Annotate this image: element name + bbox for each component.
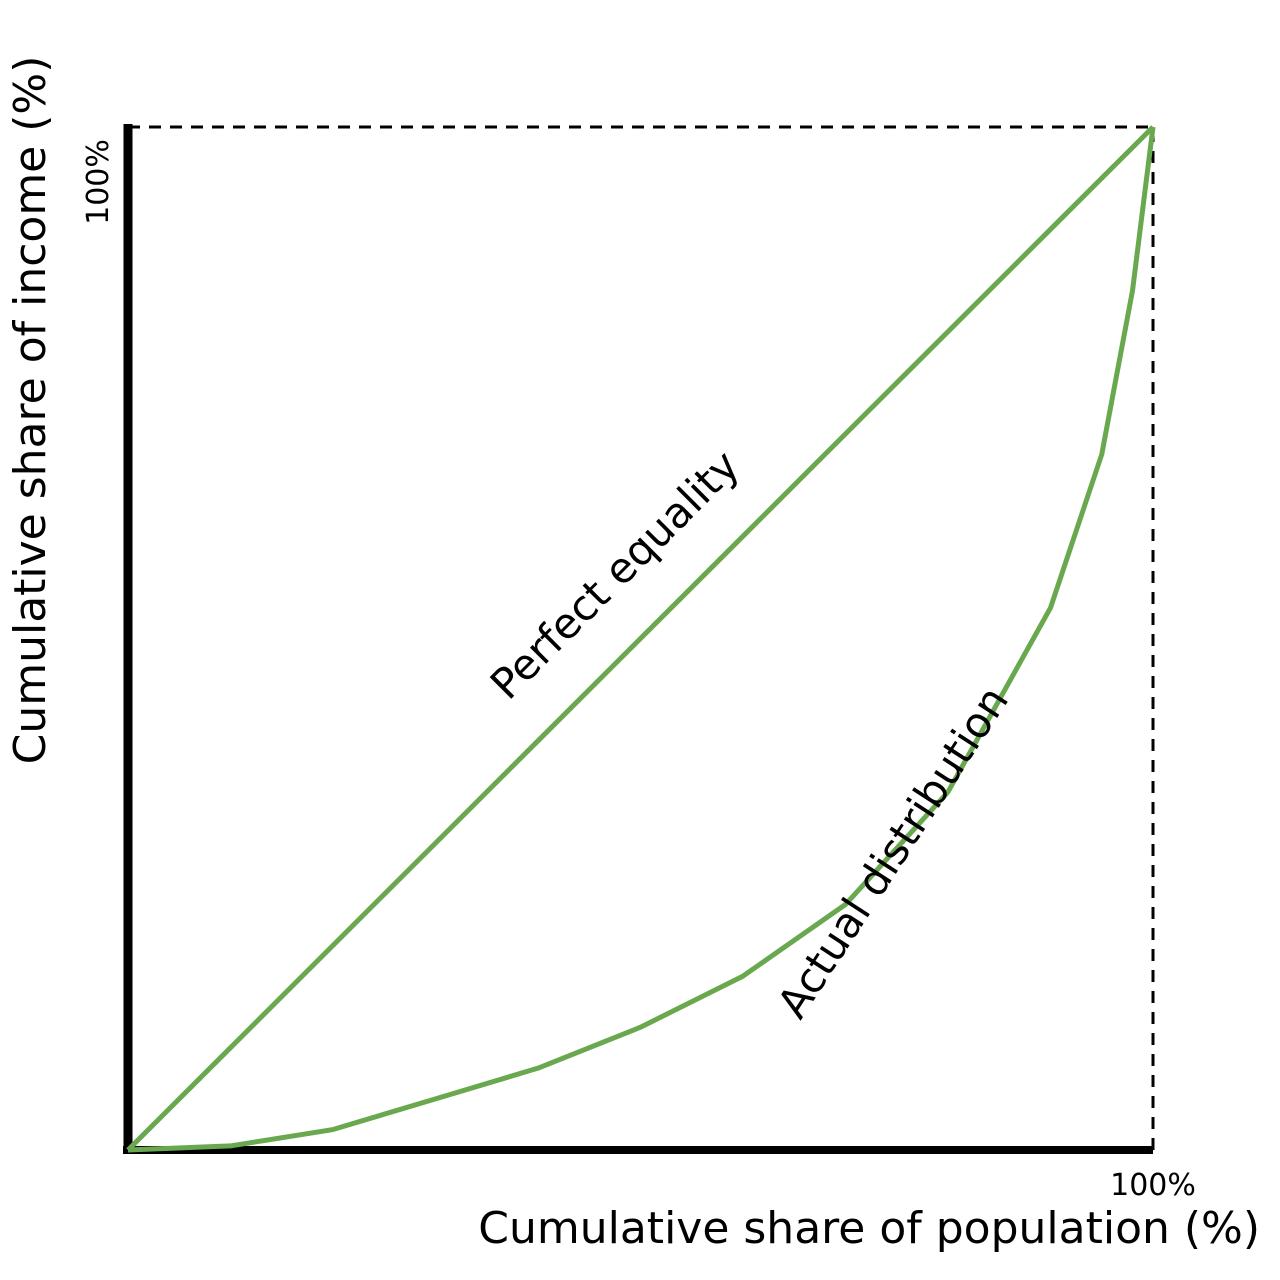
- series-label: Actual distribution: [768, 678, 1018, 1027]
- x-axis-title: Cumulative share of population (%): [478, 1203, 1260, 1254]
- y-tick-label: 100%: [81, 139, 116, 225]
- series-line: [126, 125, 1155, 1152]
- y-axis-title: Cumulative share of income (%): [5, 56, 56, 765]
- series-label: Perfect equality: [481, 441, 749, 709]
- series-line: [127, 126, 1156, 1153]
- x-tick-label: 100%: [1110, 1168, 1196, 1203]
